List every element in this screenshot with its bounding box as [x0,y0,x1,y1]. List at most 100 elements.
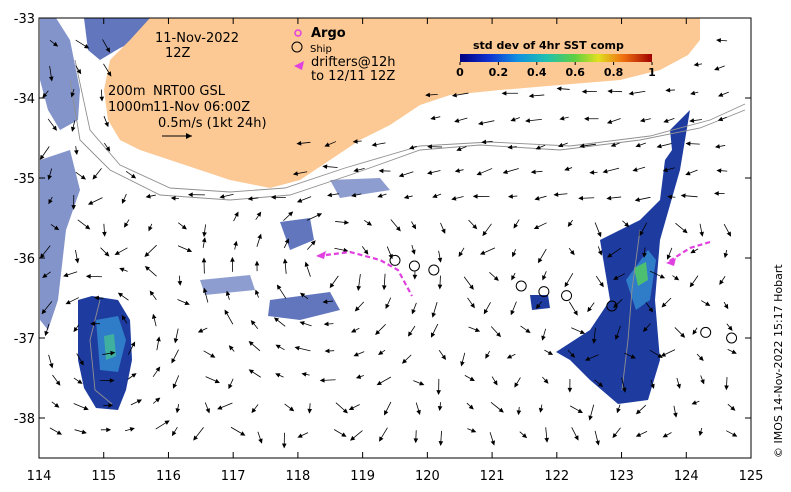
current-vectors [39,38,738,449]
isobath-200-label: 200m [108,84,145,99]
current-vector-head [297,433,303,438]
current-vector-head [693,62,699,67]
current-vector-head [294,345,300,351]
current-vector-head [104,121,109,128]
current-vector-head [54,402,60,408]
current-vector-head [310,240,316,246]
current-vector-head [493,380,498,386]
y-axis: -33 -34 -35 -36 -37 -38 [14,12,751,427]
current-vector-head [136,399,143,404]
colorbar-tick-label: 0.4 [527,66,547,79]
current-vector-head [411,309,416,315]
current-vector-head [579,329,586,334]
current-vector-head [282,258,288,264]
current-vector-head [493,275,499,281]
current-vector-head [483,309,489,315]
current-vector-head [553,192,559,197]
current-vector-head [624,222,630,228]
current-vector-head [234,211,239,217]
current-vector-head [164,420,170,425]
y-tick-label: -34 [14,92,35,107]
current-vector-head [381,285,387,291]
current-vector-head [438,441,444,446]
current-vector-head [479,250,486,255]
current-vector-head [106,427,112,433]
current-vector-head [470,428,477,433]
current-vector-head [281,443,287,449]
current-vector-head [104,251,110,257]
current-vector-head [292,171,299,176]
current-vector-head [616,407,621,414]
current-vector-head [202,287,208,293]
current-vector-head [663,118,669,123]
current-vector-head [375,329,381,336]
current-vector-head [533,224,540,230]
current-vector-head [117,292,124,298]
current-vector-head [411,249,416,255]
current-vector-head [698,430,704,437]
scale-arrow-icon [162,133,192,139]
current-vector-head [659,274,666,279]
current-vector-head [584,116,589,122]
drifters-to-label: to 12/11 12Z [311,69,395,84]
current-vector-head [726,231,732,237]
current-vector-head [255,289,260,295]
current-vector-head [155,366,161,372]
current-vector-head [579,143,585,149]
current-vector-head [71,205,76,210]
ship-marker [726,332,738,344]
current-vector-head [186,247,193,253]
current-vector-head [39,154,45,161]
current-vector-head [65,299,71,305]
current-vector-head [510,309,515,316]
current-vector-head [547,350,554,355]
current-vector-head [676,383,681,389]
current-vector-head [342,408,348,414]
current-vector-head [472,224,478,230]
current-vector-head [482,230,488,237]
current-vector-head [507,144,513,150]
colorbar-ticks: 0 0.2 0.4 0.6 0.8 1 [456,62,656,79]
current-vector-head [44,330,49,337]
y-tick-label: -35 [14,172,35,187]
current-vector-head [657,353,663,359]
current-vector-head [376,380,382,386]
current-vector-head [70,126,76,132]
current-vector-head [129,427,135,432]
current-vector-head [225,290,231,296]
current-vector-head [530,169,536,175]
current-vector-head [567,387,573,393]
current-vector-head [105,47,111,53]
current-vector-head [398,172,405,178]
current-vector-head [628,90,634,96]
current-vector-head [713,191,719,196]
current-vector-head [73,326,79,333]
current-vector-head [379,436,384,442]
current-vector-head [413,438,419,444]
current-vector-head [437,257,443,263]
current-vector-head [689,118,695,123]
x-tick-label: 120 [415,469,440,484]
current-vector-head [181,224,187,230]
current-vector-head [541,335,546,341]
current-vector-head [301,372,307,377]
current-vector-head [149,290,155,296]
current-vector-head [680,193,686,199]
current-vector-head [441,228,446,234]
current-vector-head [173,338,179,344]
current-vector-head [730,405,736,411]
current-vector-head [70,92,75,98]
current-vector-head [613,275,619,280]
current-vector-head [324,142,330,147]
current-vector-head [606,195,612,201]
current-vector-head [699,231,704,237]
current-vector-head [48,76,54,82]
current-vector-head [289,406,295,412]
current-vector-head [537,257,543,264]
current-vector-head [385,303,390,310]
current-vector-head [723,303,729,310]
current-vector-head [573,310,578,316]
current-vector-head [175,408,181,414]
current-vector-head [228,383,233,390]
current-vector-head [673,412,678,418]
